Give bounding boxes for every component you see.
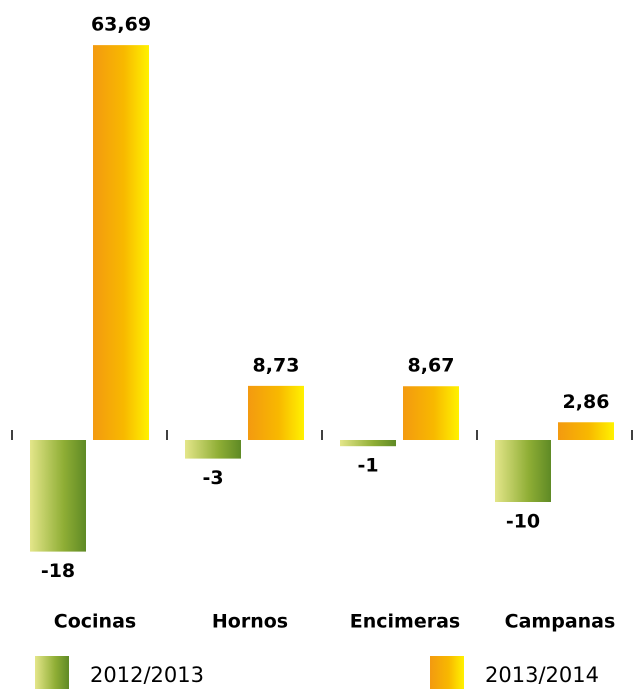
bar (185, 440, 241, 459)
bar (340, 440, 396, 447)
x-tick-label: Cocinas (54, 611, 136, 633)
value-label: 8,67 (408, 355, 455, 377)
legend-swatch (430, 656, 464, 689)
x-tick-label: Hornos (212, 611, 288, 633)
bar (403, 386, 459, 440)
value-label: -10 (506, 511, 540, 533)
value-label: -3 (202, 467, 223, 489)
bar (93, 45, 149, 440)
value-label: -18 (41, 560, 75, 582)
bar (30, 440, 86, 552)
bar (248, 385, 304, 440)
x-tick-label: Encimeras (350, 611, 460, 633)
legend-swatch (35, 656, 69, 689)
legend-label: 2012/2013 (90, 663, 204, 687)
value-label: 2,86 (563, 391, 610, 413)
value-label: 63,69 (91, 14, 151, 36)
x-tick-label: Campanas (505, 611, 616, 633)
value-label: -1 (357, 455, 378, 477)
separators (11, 430, 633, 440)
bar (495, 440, 551, 502)
bar (558, 422, 614, 440)
legend-label: 2013/2014 (485, 663, 599, 687)
value-label: 8,73 (253, 354, 300, 376)
